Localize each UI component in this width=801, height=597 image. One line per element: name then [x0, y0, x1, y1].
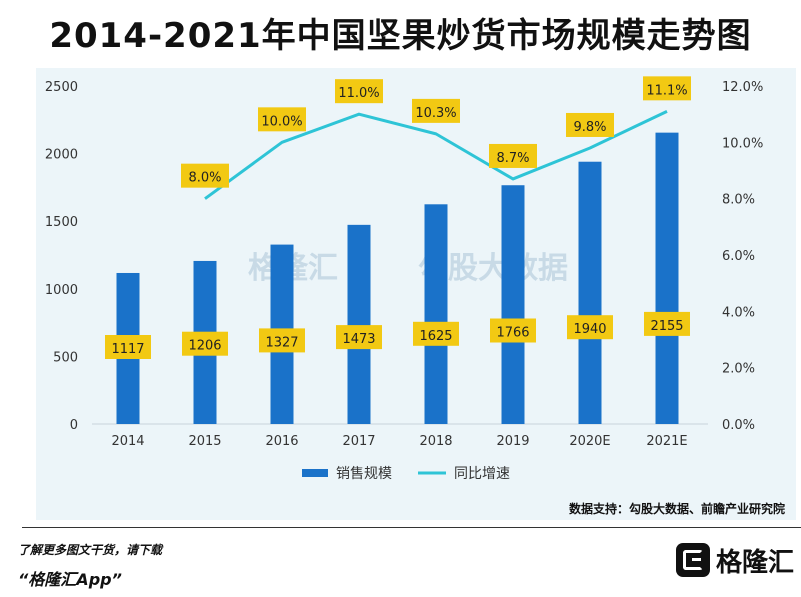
bar-label-box [259, 328, 305, 353]
download-prompt: 了解更多图文干货，请下载 [18, 543, 163, 557]
bar-value-label: 1940 [573, 322, 606, 337]
bar-value-label: 1766 [496, 326, 529, 341]
x-tick-label: 2018 [419, 434, 452, 449]
bar [424, 204, 448, 424]
bar-value-label: 1327 [265, 335, 298, 350]
brand-logo: 格隆汇 [676, 540, 794, 580]
bar [347, 224, 371, 424]
line-value-label: 10.0% [261, 114, 302, 129]
y-right-tick-label: 0.0% [722, 418, 755, 433]
x-tick-label: 2015 [188, 434, 221, 449]
bar-label-box [182, 331, 228, 356]
brand-icon [676, 543, 710, 577]
line-value-label: 11.1% [646, 83, 687, 98]
x-tick-label: 2019 [496, 434, 529, 449]
y-left-tick-label: 2500 [45, 80, 78, 95]
line-label-box [258, 107, 306, 132]
growth-line [204, 109, 668, 200]
bar-value-label: 1473 [342, 332, 375, 347]
line-value-label: 9.8% [573, 120, 606, 135]
x-tick-label: 2017 [342, 434, 375, 449]
line-value-label: 10.3% [415, 106, 456, 121]
y-left-tick-label: 2000 [45, 148, 78, 163]
bar-label-box [336, 325, 382, 350]
bar-label-box [490, 318, 536, 343]
bar-value-label: 1206 [188, 339, 221, 354]
y-right-tick-label: 10.0% [722, 136, 763, 151]
x-tick-label: 2021E [646, 434, 687, 449]
line-value-label: 8.0% [188, 171, 221, 186]
y-left-tick-label: 1500 [45, 215, 78, 230]
x-tick-label: 2016 [265, 434, 298, 449]
y-right-tick-label: 8.0% [722, 193, 755, 208]
x-tick-label: 2014 [111, 434, 144, 449]
legend-label-line: 同比增速 [454, 466, 510, 482]
line-value-label: 11.0% [338, 86, 379, 101]
bar-value-label: 2155 [650, 319, 683, 334]
y-left-tick-label: 1000 [45, 283, 78, 298]
footer-divider [22, 527, 801, 528]
y-right-tick-label: 2.0% [722, 362, 755, 377]
line-label-box [489, 143, 537, 168]
line-label-box [181, 163, 229, 188]
line-label-box [412, 98, 460, 123]
bar-label-box [413, 321, 459, 346]
app-name: “格隆汇App” [18, 570, 122, 589]
legend-swatch-bar [302, 469, 328, 477]
bar [501, 185, 525, 424]
x-tick-label: 2020E [569, 434, 610, 449]
y-left-tick-label: 500 [53, 350, 78, 365]
line-label-box [643, 76, 691, 101]
legend-label-bar: 销售规模 [336, 466, 392, 482]
bar [578, 161, 602, 424]
line-value-label: 8.7% [496, 151, 529, 166]
y-right-tick-label: 4.0% [722, 305, 755, 320]
bar [655, 132, 679, 425]
page-title: 2014-2021年中国坚果炒货市场规模走势图 [49, 16, 752, 56]
bar-value-label: 1625 [419, 329, 452, 344]
bar-label-box [644, 311, 690, 336]
line-label-box [335, 79, 383, 104]
line-label-box [566, 112, 614, 137]
bar-value-label: 1117 [111, 342, 144, 357]
y-right-tick-label: 12.0% [722, 80, 763, 95]
source-note: 数据支持：勾股大数据、前瞻产业研究院 [568, 502, 785, 516]
brand-name: 格隆汇 [716, 547, 795, 578]
bar-label-box [105, 335, 151, 359]
bar-label-box [567, 315, 613, 340]
y-left-tick-label: 0 [70, 418, 78, 433]
y-right-tick-label: 6.0% [722, 249, 755, 264]
